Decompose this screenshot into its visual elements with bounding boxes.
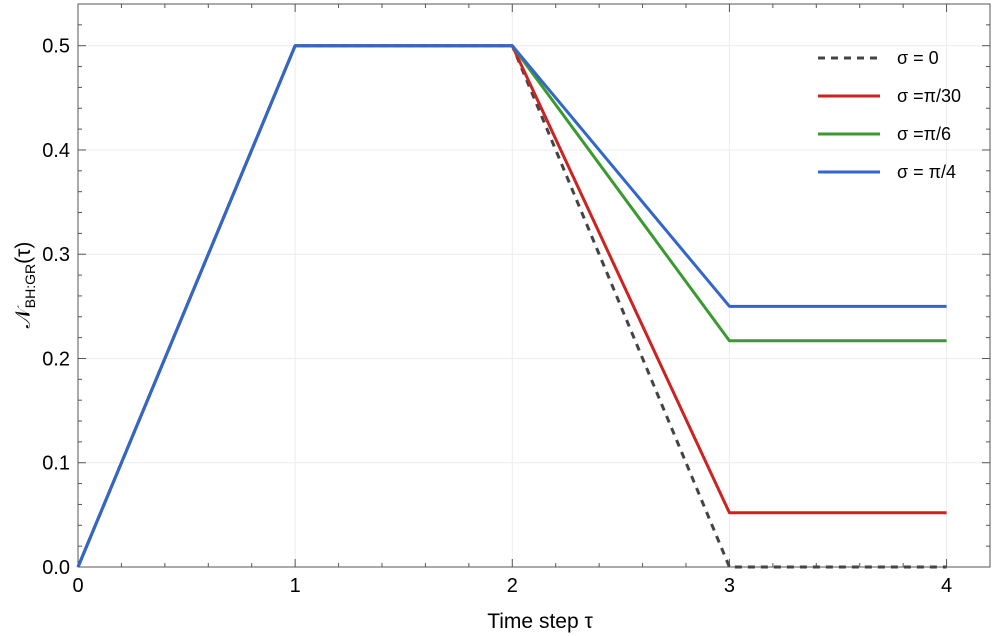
x-tick-label: 0: [72, 575, 83, 597]
legend: σ = 0 σ =π/30 σ =π/6 σ = π/4: [818, 48, 961, 182]
x-tick-label: 2: [507, 575, 518, 597]
y-tick-label: 0.2: [42, 348, 70, 370]
y-tick-label: 0.4: [42, 140, 70, 162]
y-tick-label: 0.5: [42, 36, 70, 58]
y-tick-label: 0.1: [42, 453, 70, 475]
y-axis-label-main: 𝒩: [12, 305, 35, 328]
legend-label: σ =π/6: [897, 124, 951, 144]
grid: [77, 4, 990, 568]
axis-ticks: 0 1 2 3 4 0.0 0.1 0.2 0.3 0.4 0.5: [42, 3, 991, 597]
y-axis-label-sub: BH:GR: [22, 264, 38, 308]
legend-label: σ = 0: [897, 48, 939, 68]
legend-label: σ = π/4: [897, 162, 956, 182]
plot-frame: [77, 3, 991, 568]
y-axis-label-arg: (τ): [12, 242, 35, 264]
series-lines: [76, 44, 947, 569]
x-axis-label: Time step τ: [487, 610, 593, 633]
x-tick-label: 3: [724, 575, 735, 597]
legend-label: σ =π/30: [897, 86, 961, 106]
plot-border: [77, 3, 991, 568]
x-tick-label: 1: [290, 575, 301, 597]
y-tick-label: 0.3: [42, 244, 70, 266]
x-tick-label: 4: [941, 575, 952, 597]
y-axis-label: 𝒩BH:GR(τ): [12, 242, 38, 329]
series-line-3: [76, 44, 947, 568]
y-tick-label: 0.0: [42, 557, 70, 579]
